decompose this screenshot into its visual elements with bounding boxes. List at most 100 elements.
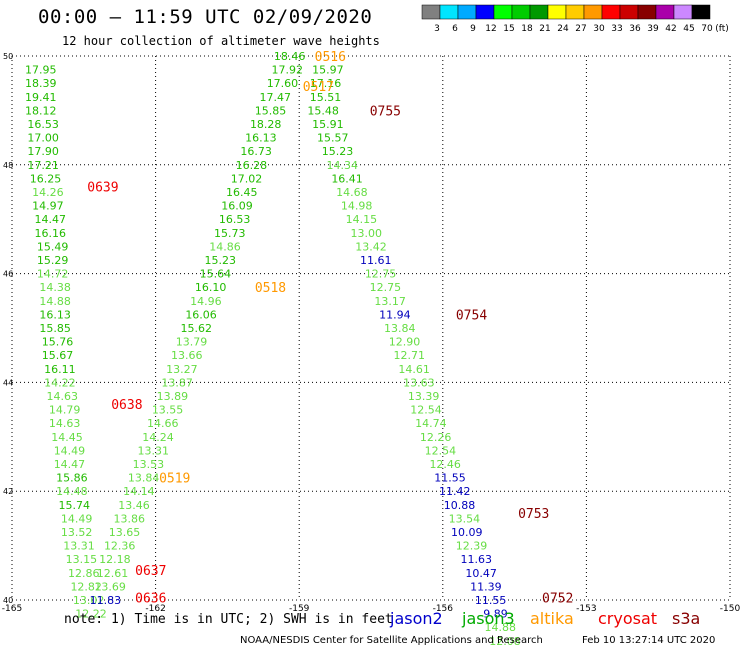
pass-time-label: 0518 <box>255 281 286 296</box>
wave-height-value: 15.91 <box>312 118 344 131</box>
wave-height-value: 15.23 <box>204 254 236 267</box>
wave-height-value: 15.73 <box>214 227 246 240</box>
scale-label: 6 <box>452 24 458 34</box>
wave-height-value: 13.89 <box>157 390 189 403</box>
wave-height-value: 15.85 <box>39 322 71 335</box>
wave-height-value: 16.53 <box>27 118 59 131</box>
scale-unit: (ft) <box>715 24 729 34</box>
scale-swatch <box>475 4 495 20</box>
time-labels: 0516 0517 0755 0639 0518 0754 0638 0519 0753 0637… <box>87 50 573 606</box>
chart-title: 00:00 – 11:59 UTC 02/09/2020 <box>38 6 373 28</box>
scale-swatch <box>565 4 585 20</box>
wave-height-value: 13.39 <box>408 390 440 403</box>
scale-swatch <box>637 4 657 20</box>
wave-height-value: 17.47 <box>260 91 292 104</box>
wave-height-value: 13.15 <box>66 553 98 566</box>
pass-time-label: 0516 <box>315 50 346 65</box>
wave-height-value: 14.79 <box>49 404 81 417</box>
scale-label: 15 <box>503 24 514 34</box>
y-tick-label: 44 <box>3 378 13 387</box>
wave-height-value: 16.73 <box>240 145 272 158</box>
x-tick-label: -153 <box>576 604 596 614</box>
wave-height-value: 15.62 <box>181 322 213 335</box>
wave-height-value: 14.88 <box>39 295 71 308</box>
wave-height-value: 14.66 <box>147 417 179 430</box>
wave-height-value: 16.25 <box>30 172 62 185</box>
wave-height-value: 10.88 <box>444 499 476 512</box>
wave-height-value: 13.84 <box>128 472 160 485</box>
y-tick-label: 50 <box>3 52 13 61</box>
scale-label: 39 <box>647 24 659 34</box>
wave-height-value: 14.34 <box>327 159 359 172</box>
scale-swatch <box>673 4 693 20</box>
pass-time-label: 0752 <box>542 591 573 606</box>
scale-swatch <box>583 4 603 20</box>
wave-height-value: 14.88 <box>484 621 516 634</box>
credit-timestamp: Feb 10 13:27:14 UTC 2020 <box>582 635 716 646</box>
wave-height-value: 14.48 <box>56 485 88 498</box>
wave-height-value: 13.79 <box>176 336 208 349</box>
wave-height-value: 13.00 <box>350 227 382 240</box>
wave-height-value: 14.47 <box>35 213 67 226</box>
scale-label: 24 <box>557 24 569 34</box>
wave-height-value: 13.65 <box>109 526 141 539</box>
wave-height-value: 13.66 <box>171 349 203 362</box>
wave-height-value: 15.76 <box>42 336 74 349</box>
wave-height-value: 12.75 <box>365 268 397 281</box>
wave-height-value: 16.10 <box>195 281 227 294</box>
wave-height-value: 13.46 <box>118 499 150 512</box>
wave-height-value: 18.46 <box>274 50 306 63</box>
wave-height-value: 14.49 <box>61 512 93 525</box>
wave-height-value: 13.52 <box>61 526 93 539</box>
wave-height-value: 15.64 <box>200 268 232 281</box>
scale-swatch <box>511 4 531 20</box>
wave-height-value: 16.09 <box>221 200 253 213</box>
scale-swatch <box>601 4 621 20</box>
y-tick-label: 46 <box>3 270 13 279</box>
wave-height-value: 19.41 <box>25 91 57 104</box>
pass-time-label: 0517 <box>303 80 334 95</box>
wave-height-value: 12.18 <box>99 553 131 566</box>
wave-height-value: 12.36 <box>104 540 136 553</box>
wave-height-value: 12.08 <box>489 635 521 648</box>
wave-height-value: 17.00 <box>27 132 59 145</box>
scale-label: 27 <box>575 24 586 34</box>
x-tick-label: -159 <box>289 604 310 614</box>
credit-line: NOAA/NESDIS Center for Satellite Applica… <box>240 635 543 646</box>
wave-height-value: 12.54 <box>410 404 442 417</box>
legend-jason3: jason3 <box>462 609 515 628</box>
wave-height-value: 16.16 <box>35 227 67 240</box>
wave-height-value: 15.48 <box>307 104 339 117</box>
wave-height-value: 12.71 <box>394 349 426 362</box>
wave-height-value: 17.16 <box>310 77 342 90</box>
wave-height-value: 14.61 <box>398 363 430 376</box>
axis-ticks: -165 -162 -159 -156 -153 -150 40 42 44 46 48 50 <box>2 52 740 614</box>
pass-time-label: 0639 <box>87 181 118 196</box>
wave-height-value: 12.46 <box>429 458 461 471</box>
grid <box>11 55 731 601</box>
wave-height-value: 16.41 <box>331 172 363 185</box>
scale-label: 42 <box>665 24 676 34</box>
wave-height-value: 14.15 <box>346 213 378 226</box>
wave-height-value: 10.47 <box>465 567 497 580</box>
wave-height-value: 14.14 <box>123 485 155 498</box>
scale-label: 33 <box>611 24 622 34</box>
x-tick-label: -162 <box>145 604 165 614</box>
wave-height-value: 15.49 <box>37 240 69 253</box>
scale-swatch <box>547 4 567 20</box>
wave-height-value: 15.67 <box>42 349 74 362</box>
legend-s3a: s3a <box>672 609 701 628</box>
pass-time-label: 0519 <box>159 472 190 487</box>
wave-height-value: 18.28 <box>250 118 282 131</box>
y-tick-label: 48 <box>3 161 13 170</box>
wave-height-value: 15.85 <box>255 104 287 117</box>
wave-height-value: 11.83 <box>90 594 122 607</box>
wave-height-value: 14.49 <box>54 444 86 457</box>
wave-height-value: 16.11 <box>44 363 76 376</box>
chart-subtitle: 12 hour collection of altimeter wave hei… <box>62 34 380 48</box>
scale-swatch <box>619 4 639 20</box>
wave-height-value: 12.26 <box>420 431 452 444</box>
wave-height-value: 15.86 <box>56 472 88 485</box>
wave-height-value: 10.09 <box>451 526 483 539</box>
wave-height-value: 9.89 <box>483 608 508 621</box>
